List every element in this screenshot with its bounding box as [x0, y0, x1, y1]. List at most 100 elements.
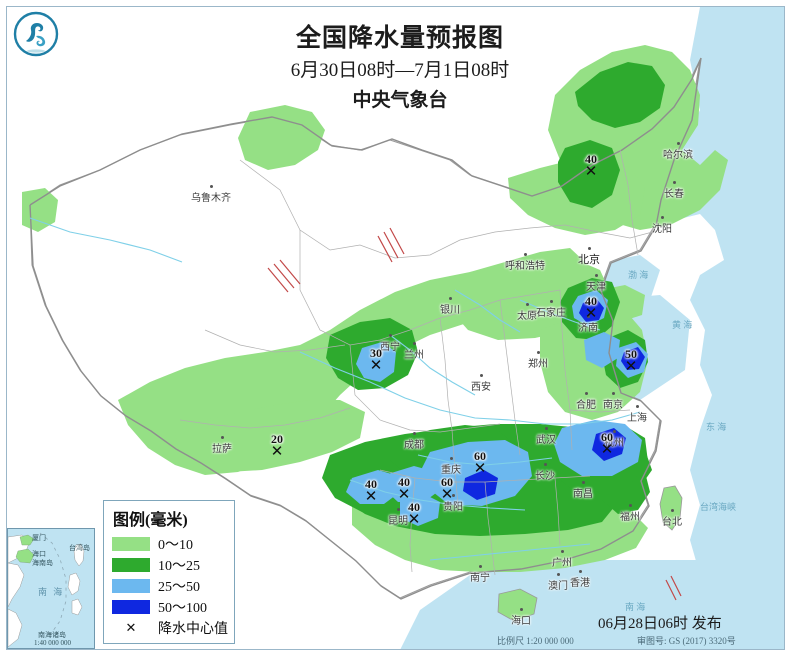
city-name: 南京 [603, 400, 623, 411]
precip-center-marker-icon: ✕ [440, 486, 454, 503]
precipitation-center-value: 40 ✕ [574, 295, 608, 322]
legend-row-3: 50～100 [112, 596, 228, 617]
city-dot-icon [586, 315, 590, 318]
city-label: 银川 [440, 297, 460, 316]
city-dot-icon [448, 297, 452, 300]
sea-label: 南 海 [625, 602, 646, 612]
precipitation-center-value: 60 ✕ [430, 476, 464, 503]
taiwan-island [659, 485, 683, 531]
city-label: 成都 [404, 432, 424, 451]
city-dot-icon [220, 436, 224, 439]
city-label: 拉萨 [212, 436, 232, 455]
ocean-layer [400, 7, 784, 649]
city-name: 呼和浩特 [505, 261, 545, 272]
legend-title: 图例(毫米) [113, 512, 188, 529]
city-dot-icon [549, 300, 553, 303]
legend-row-2: 25～50 [112, 575, 228, 596]
city-dot-icon [670, 509, 674, 512]
precipitation-center-value: 40 ✕ [574, 153, 608, 179]
city-dot-icon [584, 392, 588, 395]
inset-label-haikou: 海口 [32, 550, 46, 558]
city-name: 南宁 [470, 573, 490, 584]
city-name: 天津 [586, 282, 606, 293]
legend-row-1: 10～25 [112, 554, 228, 575]
city-dot-icon [449, 457, 453, 460]
city-label: 南京 [603, 392, 623, 411]
city-label: 福州 [620, 504, 640, 523]
city-dot-icon [396, 508, 400, 511]
legend-label-2: 25～50 [158, 579, 200, 595]
legend-swatch-0 [112, 536, 150, 551]
route-marks [267, 227, 682, 601]
city-name: 南昌 [573, 489, 593, 500]
sea-label: 台湾海峡 [700, 502, 737, 512]
precip-band-50-100 [463, 298, 645, 500]
inset-label-hainan: 海南岛 [32, 559, 53, 567]
city-name: 长春 [664, 189, 684, 200]
city-label: 济南 [578, 315, 598, 334]
city-name: 合肥 [576, 400, 596, 411]
inset-sea-name: 南 海 [38, 587, 65, 597]
city-label: 西安 [471, 374, 491, 393]
inset-label-scale: 1:40 000 000 [34, 639, 71, 647]
city-label: 香港 [570, 570, 590, 589]
precip-center-marker-icon: ✕ [584, 305, 598, 322]
city-dot-icon [660, 216, 664, 219]
precipitation-center-value: 40 ✕ [354, 478, 388, 505]
legend-swatch-2 [112, 578, 150, 593]
inset-label-taiwan: 台湾岛 [69, 544, 90, 552]
sea-label: 东 海 [706, 422, 727, 432]
precip-center-marker-icon: ✕ [407, 511, 421, 528]
legend-label-center-value: 降水中心值 [158, 621, 228, 637]
city-dot-icon [536, 351, 540, 354]
precip-center-marker-icon: ✕ [364, 488, 378, 505]
national-border [29, 57, 702, 600]
city-label: 武汉 [536, 427, 556, 446]
precip-center-number: 50 [625, 347, 637, 361]
precip-center-marker-icon: ✕ [600, 441, 614, 458]
rivers [29, 217, 641, 561]
city-label: 合肥 [576, 392, 596, 411]
precipitation-center-value: 50 ✕ [614, 347, 648, 374]
city-label: 杭州 [604, 430, 624, 449]
city-name: 上海 [627, 413, 647, 424]
city-dot-icon [581, 481, 585, 484]
city-name: 沈阳 [652, 224, 672, 235]
city-dot-icon [478, 565, 482, 568]
city-label: 石家庄 [536, 300, 566, 319]
city-name: 香港 [570, 578, 590, 589]
city-name: 台北 [662, 517, 682, 528]
city-dot-icon [412, 342, 416, 345]
precip-center-marker-icon: ✕ [397, 486, 411, 503]
city-label: 长沙 [535, 463, 555, 482]
city-label: 昆明 [388, 508, 408, 527]
precip-center-marker-icon: ✕ [270, 443, 284, 460]
map-approval-number: 审图号: GS (2017) 3320号 [637, 636, 736, 646]
city-dot-icon [388, 334, 392, 337]
city-label: 哈尔滨 [663, 142, 693, 161]
city-dot-icon [578, 570, 582, 573]
city-dot-icon [523, 253, 527, 256]
precipitation-center-value: 40 ✕ [397, 501, 431, 528]
city-label: 上海 [627, 405, 647, 424]
city-name: 长沙 [535, 471, 555, 482]
city-label: 台北 [662, 509, 682, 528]
title-block: 全国降水量预报图 6月30日08时—7月1日08时 中央气象台 [250, 22, 550, 116]
issuing-organization: 中央气象台 [352, 90, 448, 111]
city-label: 贵阳 [443, 494, 463, 513]
legend-row-0: 0～10 [112, 533, 228, 554]
inset-label-xiamen: 厦门 [32, 534, 46, 542]
city-name: 澳门 [548, 581, 568, 592]
city-name: 武汉 [536, 435, 556, 446]
city-label: 兰州 [404, 342, 424, 361]
city-dot-icon [479, 374, 483, 377]
province-borders [179, 149, 661, 576]
city-name: 郑州 [528, 359, 548, 370]
city-dot-icon [544, 427, 548, 430]
precip-center-number: 20 [271, 432, 283, 446]
precip-center-marker-icon: ✕ [473, 460, 487, 477]
precip-center-number: 60 [601, 430, 613, 444]
legend-label-1: 10～25 [158, 558, 200, 574]
city-dot-icon [525, 303, 529, 306]
